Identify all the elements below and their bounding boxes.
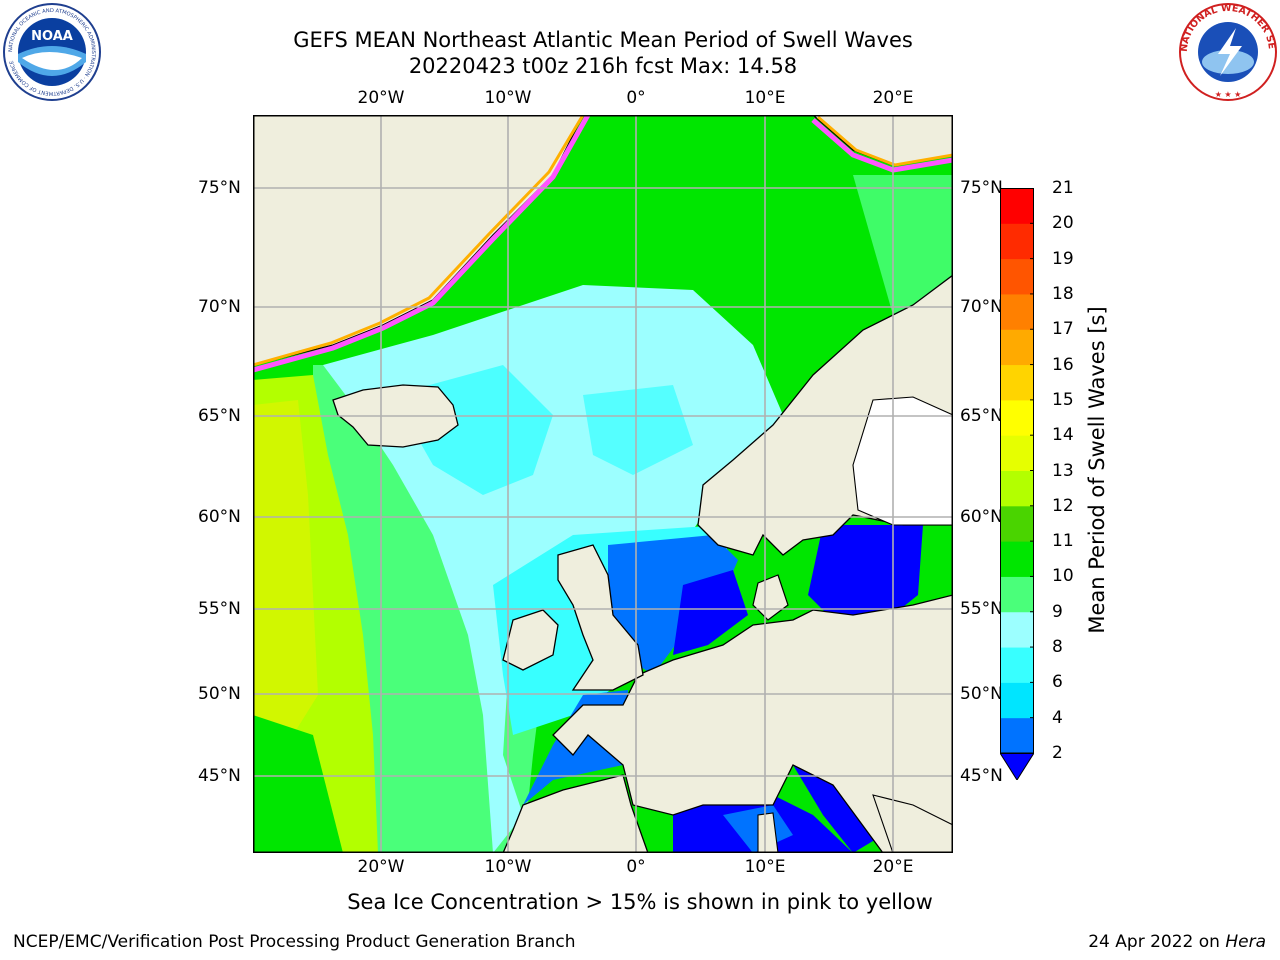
- sea-ice-edge-inner: [253, 115, 585, 367]
- colorbar-segment: [1000, 329, 1034, 366]
- lon-label-top-10w: 10°W: [484, 88, 532, 108]
- lat-label-left-65n: 65°N: [198, 406, 241, 426]
- colorbar-tick-label: 8: [1052, 637, 1063, 658]
- colorbar-segment: [1000, 611, 1034, 648]
- colorbar-tick-label: 6: [1052, 672, 1063, 693]
- colorbar-tick-label: 9: [1052, 601, 1063, 622]
- footer-host: Hera: [1225, 932, 1266, 952]
- colorbar-extend-min: [1000, 752, 1034, 780]
- noaa-logo: NOAA NATIONAL OCEANIC AND ATMOSPHERIC AD…: [3, 3, 101, 101]
- lat-label-left-55n: 55°N: [198, 599, 241, 619]
- colorbar-tick-label: 12: [1052, 495, 1074, 516]
- map-frame: [253, 115, 953, 853]
- colorbar-tick-label: 2: [1052, 743, 1063, 763]
- lat-label-right-50n: 50°N: [960, 684, 1003, 704]
- land-europe: [552, 594, 953, 853]
- lat-label-left-70n: 70°N: [198, 297, 241, 317]
- lat-label-right-70n: 70°N: [960, 297, 1003, 317]
- colorbar-tick-label: 16: [1052, 354, 1074, 375]
- colorbar-tick-label: 19: [1052, 248, 1074, 269]
- colorbar-segment: [1000, 223, 1034, 260]
- colorbar-tick-label: 14: [1052, 425, 1074, 446]
- ocean-baltic: [808, 525, 923, 620]
- colorbar-tick-label: 4: [1052, 707, 1063, 728]
- lon-label-bottom-10w: 10°W: [484, 857, 532, 877]
- land-iberia: [502, 774, 649, 853]
- colorbar-tick-label: 17: [1052, 319, 1074, 340]
- colorbar-segment: [1000, 188, 1034, 224]
- colorbar: [1000, 188, 1034, 780]
- sea-ice-edge: [253, 115, 591, 373]
- lon-label-top-20e: 20°E: [872, 88, 914, 108]
- map-panel: [253, 115, 953, 853]
- lon-label-top-10e: 10°E: [744, 88, 786, 108]
- svg-text:★ ★ ★: ★ ★ ★: [1215, 90, 1242, 99]
- colorbar-tick-label: 11: [1052, 531, 1074, 552]
- ocean-cyan-patches-2: [583, 385, 693, 475]
- footer-date-text: 24 Apr 2022 on: [1088, 932, 1226, 952]
- lat-label-left-60n: 60°N: [198, 507, 241, 527]
- noaa-logo-text: NOAA: [31, 29, 73, 44]
- sea-ice-note: Sea Ice Concentration > 15% is shown in …: [347, 890, 933, 914]
- ocean-north-sea: [608, 535, 738, 675]
- colorbar-tick-label: 18: [1052, 283, 1074, 304]
- sea-bothnia: [852, 396, 953, 526]
- lon-label-top-0: 0°: [626, 88, 646, 108]
- lat-label-right-55n: 55°N: [960, 599, 1003, 619]
- colorbar-segment: [1000, 505, 1034, 542]
- lat-label-left-45n: 45°N: [198, 766, 241, 786]
- colorbar-segment: [1000, 258, 1034, 295]
- colorbar-segment: [1000, 470, 1034, 507]
- land-great-britain: [557, 544, 644, 691]
- footer-credit: NCEP/EMC/Verification Post Processing Pr…: [13, 932, 576, 952]
- colorbar-tick-label: 15: [1052, 389, 1074, 410]
- chart-subtitle: 20220423 t00z 216h fcst Max: 14.58: [408, 54, 798, 78]
- colorbar-segment: [1000, 647, 1034, 683]
- colorbar-tick-label: 13: [1052, 460, 1074, 481]
- colorbar-label: Mean Period of Swell Waves [s]: [1085, 306, 1109, 634]
- colorbar-segment: [1000, 364, 1034, 401]
- colorbar-segment: [1000, 717, 1034, 754]
- ocean-adriatic: [793, 765, 883, 853]
- colorbar-tick-label: 10: [1052, 566, 1074, 587]
- chart-title: GEFS MEAN Northeast Atlantic Mean Period…: [293, 28, 913, 52]
- sea-ice-svalbard: [811, 118, 953, 173]
- colorbar-segment: [1000, 541, 1034, 577]
- lat-label-left-50n: 50°N: [198, 684, 241, 704]
- lat-label-left-75n: 75°N: [198, 178, 241, 198]
- land-ireland: [502, 609, 559, 671]
- sea-ice-svalbard-inner: [817, 115, 953, 167]
- ocean-north-sea-deep: [673, 570, 748, 655]
- colorbar-tick-label: 21: [1052, 178, 1074, 198]
- land-sardinia: [757, 812, 779, 853]
- lat-label-right-75n: 75°N: [960, 178, 1003, 198]
- colorbar-segment: [1000, 682, 1034, 719]
- colorbar-segment: [1000, 293, 1034, 330]
- ocean-green-lower-left: [253, 715, 343, 853]
- lat-label-right-45n: 45°N: [960, 766, 1003, 786]
- lon-label-bottom-20e: 20°E: [872, 857, 914, 877]
- lon-label-bottom-0: 0°: [626, 857, 646, 877]
- nws-logo: NATIONAL WEATHER SERVICE ★ ★ ★: [1178, 2, 1277, 101]
- footer-date: 24 Apr 2022 on Hera: [1088, 932, 1266, 952]
- gridlines: [253, 115, 953, 853]
- lon-label-bottom-20w: 20°W: [357, 857, 405, 877]
- lat-label-right-60n: 60°N: [960, 507, 1003, 527]
- lon-label-bottom-10e: 10°E: [744, 857, 786, 877]
- colorbar-segment: [1000, 399, 1034, 436]
- colorbar-tick-label: 20: [1052, 213, 1074, 234]
- colorbar-segment: [1000, 435, 1034, 471]
- ocean-yellow-band-inner: [253, 400, 318, 735]
- lat-label-right-65n: 65°N: [960, 406, 1003, 426]
- lon-label-top-20w: 20°W: [357, 88, 405, 108]
- colorbar-segment: [1000, 576, 1034, 613]
